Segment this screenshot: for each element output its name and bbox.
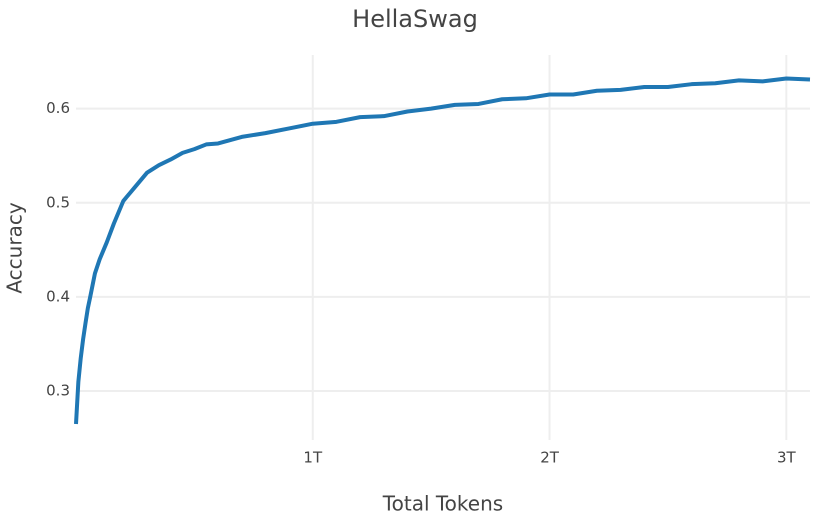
x-tick-label: 3T [777, 449, 797, 467]
x-axis-label: Total Tokens [382, 492, 503, 516]
y-axis-label: Accuracy [3, 202, 27, 293]
y-tick-label: 0.3 [46, 382, 70, 400]
chart-title: HellaSwag [352, 5, 478, 33]
y-tick-label: 0.6 [46, 99, 70, 117]
x-tick-label: 2T [540, 449, 560, 467]
y-tick-label: 0.4 [46, 287, 70, 305]
y-tick-label: 0.5 [46, 193, 70, 211]
x-tick-label: 1T [303, 449, 323, 467]
line-series [74, 76, 811, 425]
